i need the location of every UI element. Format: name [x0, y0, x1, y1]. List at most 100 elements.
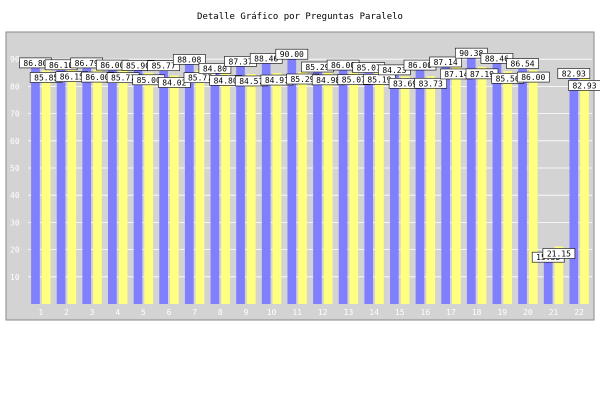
- data-label: 86.54: [506, 58, 539, 69]
- data-label-box: [429, 56, 462, 68]
- data-label-text: 85.77: [111, 74, 135, 83]
- x-tick-label: 19: [497, 308, 507, 317]
- data-label: 82.93: [568, 80, 600, 91]
- data-label-text: 86.10: [49, 61, 73, 70]
- data-label-text: 84.91: [265, 76, 289, 85]
- data-label-text: 85.07: [342, 76, 366, 85]
- data-label-text: 86.15: [60, 73, 84, 82]
- chart-title: Detalle Gráfico por Preguntas Paralelo: [197, 12, 403, 22]
- bar-series1: [364, 72, 374, 305]
- data-label: 88.08: [172, 54, 206, 65]
- data-label-box: [557, 68, 591, 79]
- bar-series2: [221, 73, 230, 305]
- bar-series1: [82, 67, 92, 304]
- data-label-text: 84.23: [382, 66, 406, 75]
- x-tick-label: 7: [192, 308, 197, 317]
- x-tick-label: 12: [318, 308, 328, 317]
- bar-series1: [108, 70, 117, 304]
- data-label: 83.73: [414, 77, 448, 89]
- x-tick-label: 18: [472, 308, 482, 317]
- y-tick-label: 10: [10, 273, 20, 282]
- data-label-text: 86.00: [408, 61, 432, 70]
- bar-series2: [375, 72, 384, 304]
- y-tick-label: 40: [10, 191, 20, 200]
- data-label-text: 85.77: [152, 62, 176, 71]
- x-tick-label: 2: [64, 308, 69, 317]
- bar-series2: [93, 70, 102, 304]
- bar-series1: [159, 70, 168, 304]
- bar-series1: [390, 74, 399, 304]
- x-tick-label: 3: [90, 308, 95, 317]
- bar-series2: [246, 73, 256, 304]
- bar-series2: [298, 72, 307, 304]
- bar-series2: [144, 72, 154, 304]
- x-tick-label: 5: [141, 308, 146, 317]
- x-tick-label: 17: [446, 308, 456, 317]
- bar-series1: [31, 67, 40, 305]
- data-label: 87.14: [429, 56, 462, 68]
- data-label: 84.80: [198, 63, 232, 74]
- bar-series1: [415, 70, 425, 304]
- data-label-text: 90.38: [459, 49, 483, 58]
- data-label-text: 86.80: [23, 59, 47, 68]
- data-label-text: 84.80: [203, 64, 227, 73]
- data-label-text: 85.90: [126, 61, 150, 70]
- data-label-text: 85.00: [137, 76, 161, 85]
- data-label-text: 87.37: [229, 57, 253, 66]
- bar-series2: [452, 66, 461, 304]
- x-tick-label: 4: [115, 308, 120, 317]
- data-label-text: 87.19: [470, 70, 494, 79]
- data-label-box: [542, 248, 576, 259]
- data-label-box: [516, 71, 550, 83]
- y-axis-ticks: 10 20 30 40 50 60 70 80 90: [10, 55, 20, 282]
- bar-series2: [349, 72, 359, 305]
- x-tick-label: 16: [421, 308, 431, 317]
- data-label-text: 85.85: [34, 73, 58, 82]
- data-label-box: [172, 54, 206, 65]
- x-tick-label: 15: [395, 308, 405, 317]
- data-label-text: 86.54: [511, 60, 535, 69]
- bar-series2: [272, 73, 282, 304]
- y-tick-label: 60: [10, 137, 20, 146]
- bar-series1: [441, 66, 450, 304]
- data-label: 21.15: [542, 248, 576, 259]
- bar-series2: [580, 78, 589, 305]
- bar-series1: [313, 72, 322, 304]
- x-tick-label: 14: [369, 308, 379, 317]
- data-label: 82.93: [557, 68, 591, 79]
- x-tick-label: 1: [38, 308, 43, 317]
- bar-series2: [323, 72, 333, 304]
- data-label-box: [147, 60, 180, 72]
- data-label-box: [506, 58, 539, 69]
- x-tick-label: 6: [167, 308, 172, 317]
- data-label-text: 88.46: [485, 54, 509, 63]
- data-label-text: 21.15: [547, 249, 571, 258]
- bar-series1: [518, 68, 527, 304]
- bar-series1: [261, 63, 271, 305]
- y-tick-label: 50: [10, 164, 20, 173]
- y-tick-label: 70: [10, 110, 20, 119]
- x-tick-label: 13: [344, 308, 354, 317]
- data-label-box: [198, 63, 232, 74]
- data-label-text: 88.46: [254, 54, 278, 63]
- data-label-text: 84.98: [316, 76, 340, 85]
- bar-series2: [170, 75, 179, 304]
- data-label-text: 85.77: [188, 74, 212, 83]
- data-label-text: 87.14: [444, 70, 468, 79]
- x-tick-label: 8: [218, 308, 223, 317]
- bar-series1: [184, 64, 194, 305]
- x-tick-label: 10: [267, 308, 277, 317]
- bar-series2: [41, 70, 51, 304]
- data-label-text: 85.19: [367, 75, 391, 84]
- data-label: 90.00: [275, 48, 309, 60]
- x-tick-label: 21: [549, 308, 559, 317]
- bar-series2: [195, 70, 205, 304]
- data-label-box: [414, 77, 448, 89]
- x-axis-ticks: 1 2 3 4 5 6 7 8 9 10 11 12 13 14 15 16 17 18 19 20 21 22: [38, 308, 584, 317]
- bars: [31, 58, 589, 305]
- data-label-text: 85.07: [357, 64, 381, 73]
- y-tick-label: 30: [10, 218, 20, 227]
- data-label-text: 87.14: [434, 58, 458, 67]
- data-label: 85.77: [147, 60, 180, 72]
- data-label-text: 82.93: [572, 81, 596, 90]
